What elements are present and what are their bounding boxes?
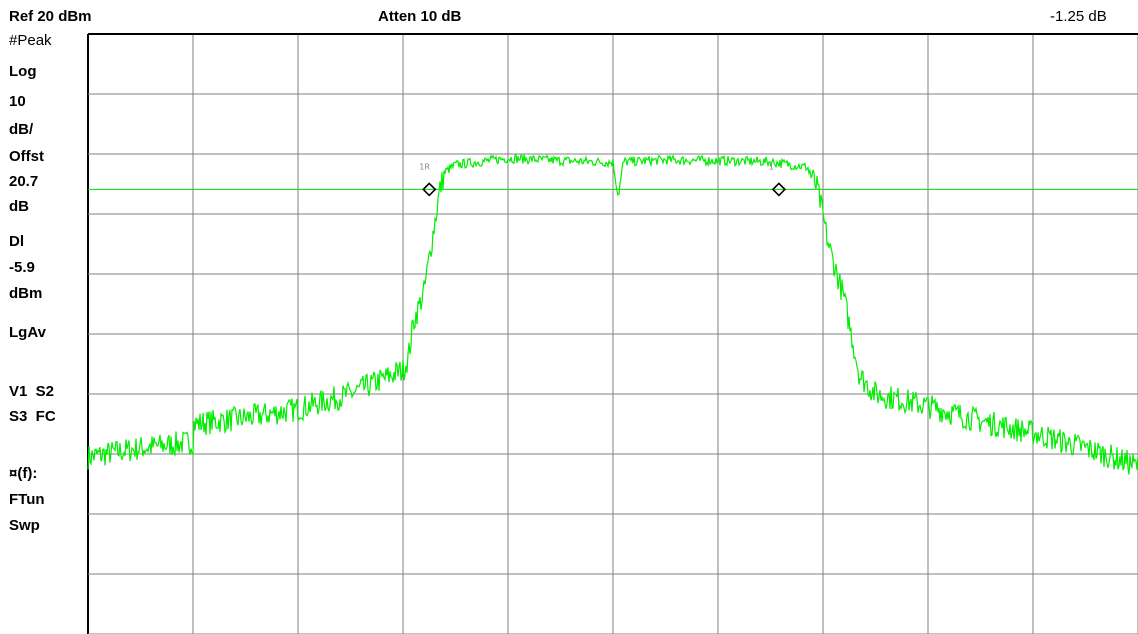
- spectrum-trace: [87, 153, 1138, 475]
- offset-value: 20.7: [9, 173, 39, 190]
- marker-1-label: 1R: [419, 162, 430, 171]
- marker-layer: 1R 1: [419, 162, 787, 197]
- trace-flags-row1: V1 S2: [9, 383, 55, 400]
- offset-label: Offst: [9, 148, 44, 165]
- graticule: [87, 33, 1138, 634]
- scale-unit: dB/: [9, 121, 34, 138]
- display-line-unit: dBm: [9, 285, 43, 302]
- ref-level: Ref 20 dBm: [9, 8, 92, 25]
- function-label: ¤(f):: [9, 465, 38, 482]
- marker-2-diamond: [771, 182, 787, 197]
- function-ftun: FTun: [9, 491, 45, 508]
- marker-2-label: 1: [769, 162, 774, 171]
- scale-type: Log: [9, 63, 37, 80]
- detector-mode: #Peak: [9, 32, 52, 49]
- trace-flags-row2: S3 FC: [9, 408, 56, 425]
- marker-1-diamond: [422, 182, 437, 197]
- attenuation: Atten 10 dB: [378, 8, 462, 25]
- averaging-mode: LgAv: [9, 324, 46, 341]
- function-swp: Swp: [9, 517, 40, 534]
- display-line-value: -5.9: [9, 259, 35, 276]
- display-line-label: Dl: [9, 233, 24, 250]
- scale-value: 10: [9, 93, 26, 110]
- marker-readout: -1.25 dB: [1050, 8, 1107, 25]
- offset-unit: dB: [9, 198, 29, 215]
